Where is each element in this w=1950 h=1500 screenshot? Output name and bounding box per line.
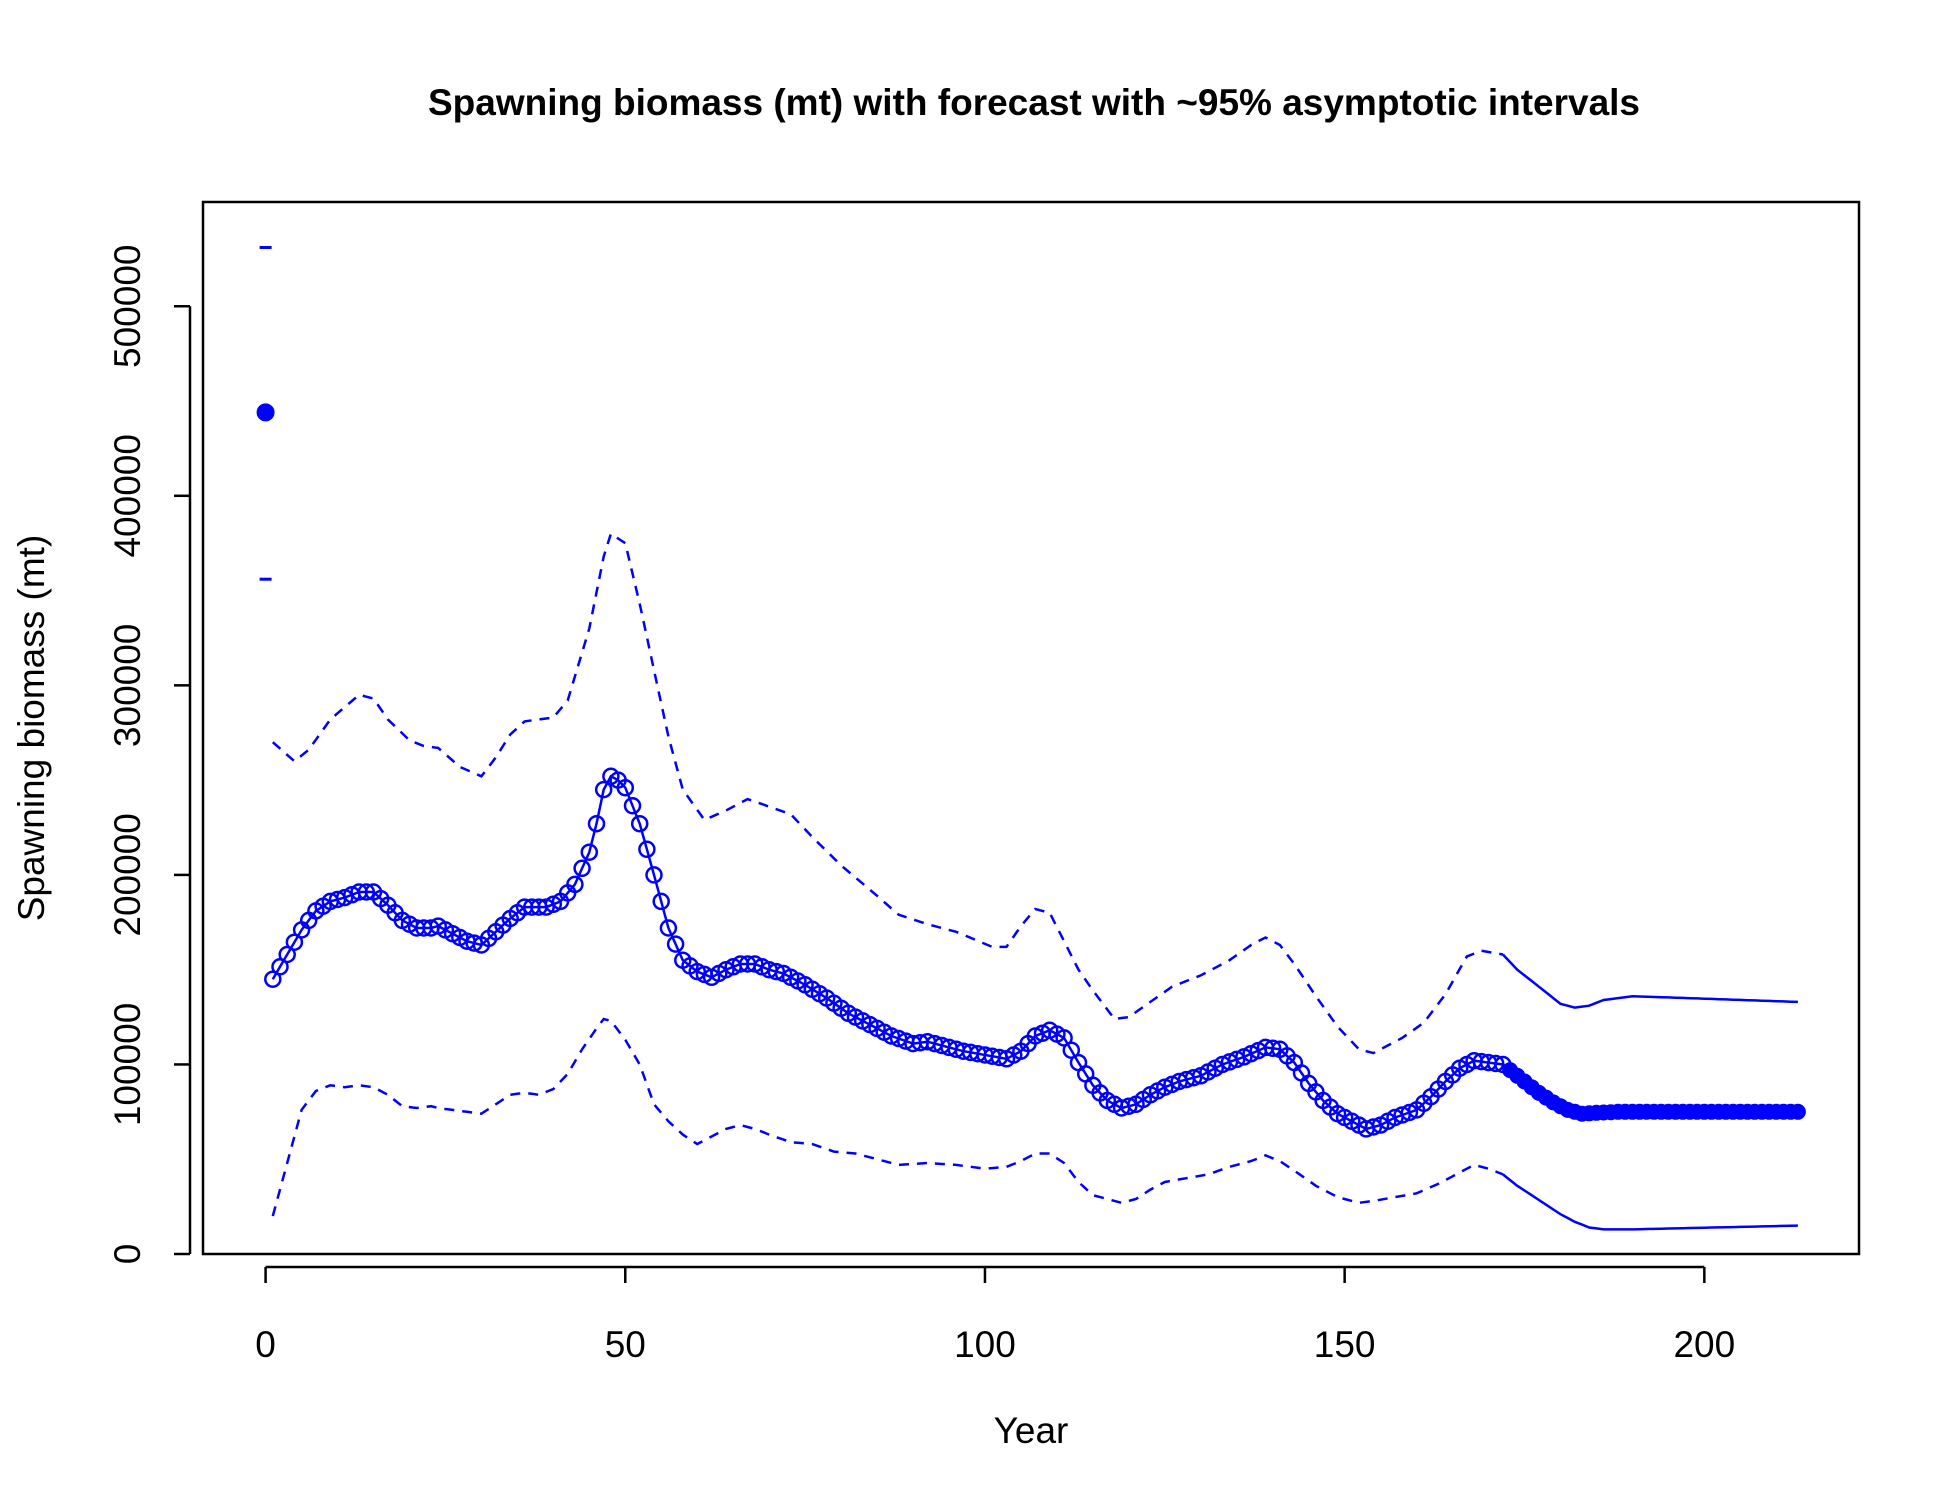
x-axis-label: Year (994, 1410, 1069, 1451)
forecast-point (1789, 1103, 1806, 1120)
estimate-point (652, 892, 670, 911)
x-tick-label: 0 (255, 1324, 276, 1365)
x-axis: 0 50 100 150 200 (255, 1265, 1735, 1365)
estimate-point (638, 840, 656, 859)
lower-interval-line (271, 1017, 1504, 1217)
estimate-point (566, 875, 584, 894)
estimate-point (587, 814, 606, 833)
estimate-point (1486, 1054, 1505, 1073)
estimate-point (630, 814, 649, 833)
y-tick-label: 500000 (107, 245, 148, 368)
estimate-line (271, 774, 1798, 1131)
estimate-point (573, 859, 591, 878)
y-axis-label: Spawning biomass (mt) (11, 535, 52, 922)
estimate-point (767, 962, 786, 981)
estimate-point (666, 935, 685, 953)
estimate-point (1184, 1068, 1203, 1087)
estimate-point (616, 778, 635, 797)
y-tick-label: 100000 (107, 1003, 148, 1126)
estimate-point (1263, 1039, 1282, 1058)
lower-forecast-interval-line (1502, 1173, 1798, 1231)
estimate-point (357, 883, 376, 901)
estimate-point (594, 780, 613, 799)
estimate-point (623, 796, 642, 815)
upper-interval-line (271, 531, 1504, 1055)
estimate-point (580, 843, 599, 861)
upper-forecast-interval-line (1501, 953, 1798, 1009)
plot-frame (201, 200, 1861, 1256)
estimate-point (1364, 1118, 1383, 1136)
x-tick-label: 50 (605, 1324, 646, 1365)
estimate-point (645, 866, 663, 884)
y-tick-label: 400000 (107, 434, 148, 557)
estimate-point (1227, 1050, 1246, 1069)
x-tick-label: 100 (954, 1324, 1016, 1365)
estimate-point (659, 919, 678, 937)
y-tick-label: 300000 (107, 624, 148, 747)
plot-area (256, 245, 1806, 1231)
y-axis: 0 100000 200000 300000 400000 500000 (107, 245, 192, 1265)
estimate-point (1120, 1097, 1138, 1115)
y-tick-label: 200000 (107, 813, 148, 936)
chart-title: Spawning biomass (mt) with forecast with… (428, 82, 1640, 123)
x-tick-label: 150 (1314, 1324, 1376, 1365)
virgin-biomass-point (256, 403, 275, 422)
y-tick-label: 0 (107, 1244, 148, 1265)
x-tick-label: 200 (1673, 1324, 1735, 1365)
